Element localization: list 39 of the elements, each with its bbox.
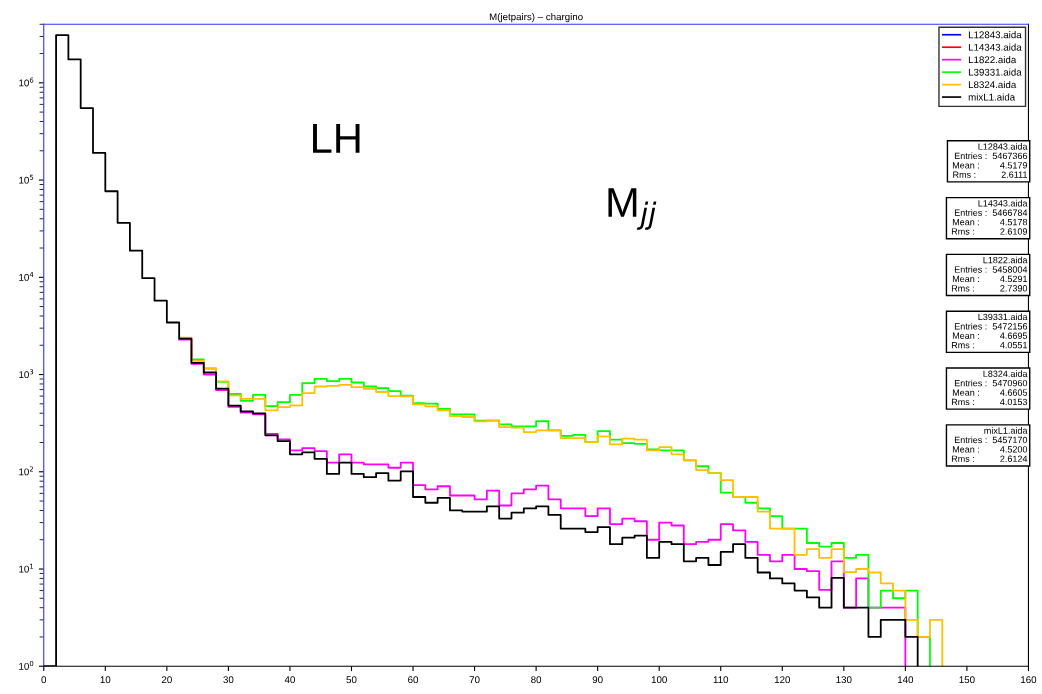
x-tick-label: 160 — [1021, 676, 1037, 684]
chart-title: M(jetpairs) – chargino — [489, 13, 583, 23]
annotation: LH — [313, 124, 360, 153]
annotation: L39331.aida Entries : 5472156 Mean : 4.6695 Rms : 4.0551 — [951, 313, 1028, 349]
x-tick-label: 50 — [346, 676, 357, 684]
x-tick-label: 10 — [100, 676, 111, 684]
y-tick-label: 10$^{3}$ — [19, 369, 34, 379]
x-tick-label: 0 — [41, 676, 47, 684]
x-tick-label: 100 — [651, 676, 667, 684]
legend-label: L12843.aida — [968, 31, 1022, 39]
annotation: L14343.aida Entries : 5466784 Mean : 4.5178 Rms : 2.6109 — [951, 199, 1028, 235]
y-tick-label: 10$^{1}$ — [19, 563, 34, 573]
x-tick-label: 70 — [469, 676, 480, 684]
y-tick-label: 10$^{5}$ — [19, 174, 34, 184]
legend-label: L8324.aida — [968, 80, 1017, 89]
x-tick-label: 90 — [592, 676, 603, 684]
annotation: L8324.aida Entries : 5470960 Mean : 4.6605 Rms : 4.0153 — [951, 370, 1028, 406]
legend-label: L39331.aida — [968, 68, 1022, 76]
y-tick-label: 10$^{0}$ — [19, 660, 34, 670]
x-tick-label: 40 — [284, 676, 295, 684]
x-tick-label: 20 — [161, 676, 172, 684]
x-tick-label: 80 — [531, 676, 542, 684]
y-tick-label: 10$^{6}$ — [19, 77, 34, 87]
legend-label: L14343.aida — [968, 43, 1022, 51]
x-tick-label: 150 — [959, 676, 975, 684]
legend-label: L1822.aida — [968, 56, 1017, 64]
y-tick-label: 10$^{4}$ — [19, 272, 34, 281]
x-tick-label: 60 — [408, 676, 419, 684]
x-tick-label: 110 — [713, 676, 729, 684]
annotation: mixL1.aida Entries : 5457170 Mean : 4.5200 Rms : 2.6124 — [951, 427, 1028, 462]
annotation: L12843.aida Entries : 5467366 Mean : 4.5179 Rms : 2.6111 — [952, 143, 1028, 178]
x-tick-label: 140 — [898, 676, 914, 684]
x-tick-label: 120 — [774, 676, 791, 684]
legend-label: mixL1.aida — [968, 93, 1016, 101]
y-tick-label: 10$^{2}$ — [19, 466, 34, 476]
x-tick-label: 130 — [836, 676, 852, 684]
annotation: M$_{jj}$ — [608, 188, 657, 230]
x-tick-label: 30 — [223, 676, 234, 684]
annotation: L1822.aida Entries : 5458004 Mean : 4.5291 Rms : 2.7390 — [951, 256, 1028, 292]
